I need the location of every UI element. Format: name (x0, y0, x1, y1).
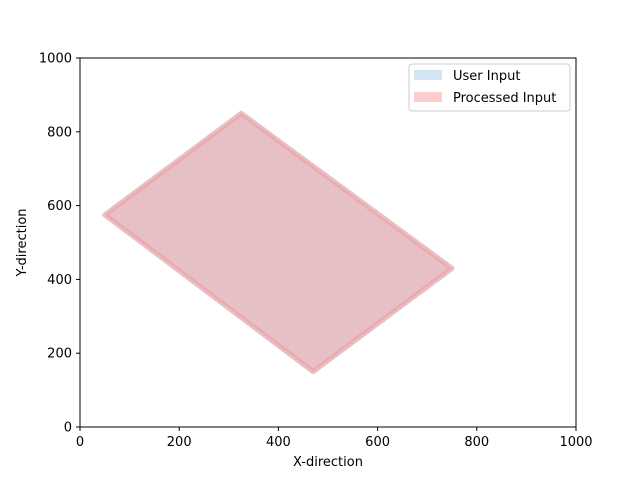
ticks-layer: 0 200 400 600 800 1000 0 200 400 600 800 1000 (39, 52, 593, 451)
x-tick-label: 1000 (559, 435, 592, 450)
plot-frame (79, 57, 577, 428)
x-tick-label: 400 (266, 435, 291, 450)
legend-swatch-processed-input (414, 92, 442, 102)
legend-box (408, 63, 571, 112)
y-tick-label: 1000 (39, 52, 72, 67)
x-tick-label: 600 (365, 435, 390, 450)
y-tick-label: 200 (47, 347, 72, 362)
y-tick-label: 800 (47, 125, 72, 140)
x-tick-label: 800 (464, 435, 489, 450)
x-tick-label: 0 (76, 435, 84, 450)
y-tick-label: 0 (64, 421, 72, 436)
x-tick-label: 200 (167, 435, 192, 450)
y-tick-label: 600 (47, 199, 72, 214)
legend-label-processed-input: Processed Input (453, 91, 556, 106)
legend-swatch-user-input (414, 70, 442, 80)
series-processed-input-area (102, 110, 455, 375)
legend-label-user-input: User Input (453, 69, 520, 84)
y-axis-label: Y-direction (15, 208, 30, 277)
y-tick-label: 400 (47, 273, 72, 288)
series-layer (102, 110, 455, 375)
x-axis-label: X-direction (293, 455, 363, 470)
legend: User Input Processed Input (408, 63, 571, 112)
